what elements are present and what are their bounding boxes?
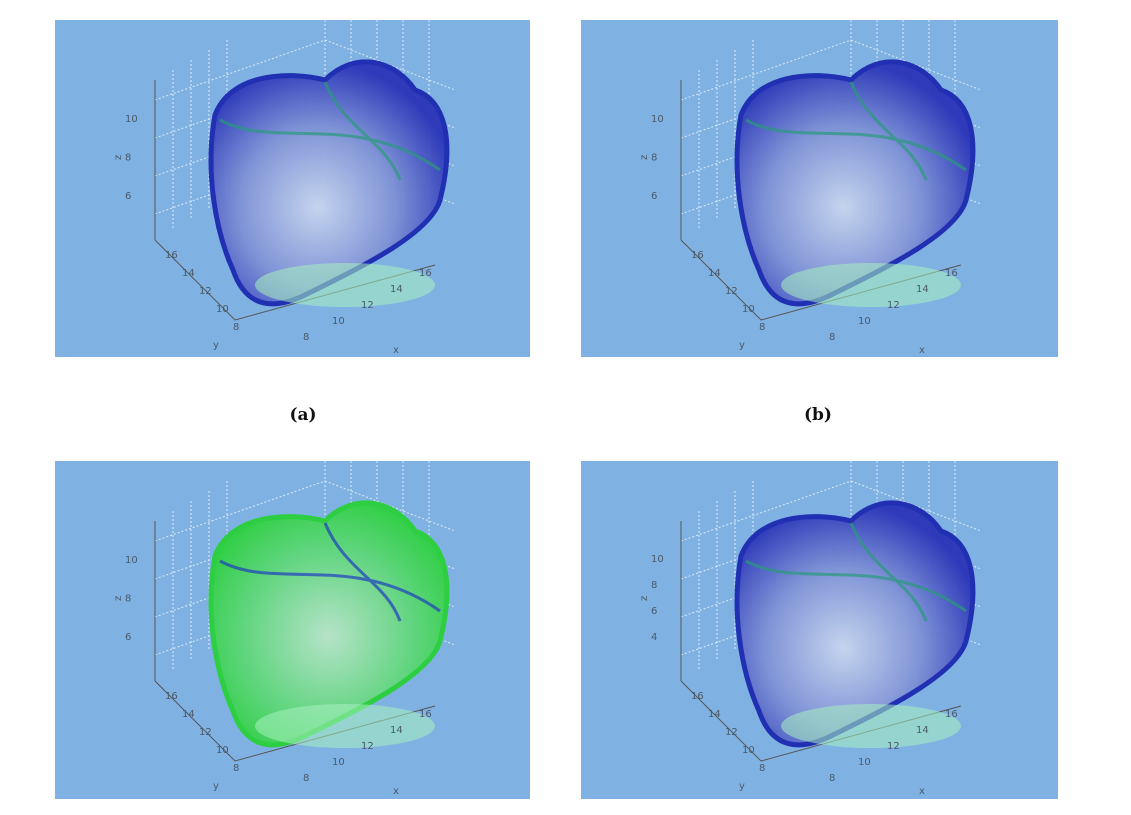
panel: 6 8 10 8 10 12 14 16 8 10 12 14 16 z y x: [55, 461, 530, 799]
y-tick-label: 10: [216, 304, 229, 315]
z-tick-label: 6: [125, 632, 131, 643]
panel: 6 8 10 8 10 12 14 16 8 10 12 14 16 z y x: [55, 20, 530, 357]
x-tick-label: 8: [829, 773, 835, 784]
z-tick-label: 4: [651, 632, 657, 643]
y-tick-label: 12: [725, 286, 738, 297]
x-tick-label: 14: [916, 284, 929, 295]
point-cloud-ridge: [219, 81, 441, 181]
z-axis-label: z: [639, 155, 650, 160]
point-cloud-base: [781, 263, 961, 307]
z-tick-label: 10: [125, 114, 138, 125]
z-axis-label: z: [113, 596, 124, 601]
y-axis-label: y: [213, 340, 219, 351]
x-tick-label: 8: [303, 332, 309, 343]
caption: (a): [289, 405, 316, 425]
y-tick-label: 16: [165, 250, 178, 261]
x-tick-label: 12: [361, 300, 374, 311]
y-tick-label: 12: [199, 286, 212, 297]
point-cloud: [734, 500, 976, 748]
z-tick-label: 8: [651, 153, 657, 164]
x-axis-label: x: [919, 345, 925, 356]
z-axis-label: z: [639, 596, 650, 601]
y-tick-label: 8: [233, 322, 239, 333]
y-tick-label: 8: [233, 763, 239, 774]
x-tick-label: 16: [419, 268, 432, 279]
y-tick-label: 14: [182, 709, 195, 720]
x-tick-label: 12: [361, 741, 374, 752]
point-cloud: [734, 59, 976, 307]
z-tick-label: 8: [651, 580, 657, 591]
y-tick-label: 14: [708, 268, 721, 279]
point-cloud: [208, 59, 450, 307]
z-axis-label: z: [113, 155, 124, 160]
z-tick-label: 8: [125, 153, 131, 164]
x-tick-label: 16: [419, 709, 432, 720]
point-cloud: [208, 500, 450, 748]
point-cloud-ridge: [745, 522, 967, 622]
y-tick-label: 16: [691, 250, 704, 261]
x-tick-label: 16: [945, 709, 958, 720]
z-tick-label: 10: [651, 114, 664, 125]
panel: 4 6 8 10 8 10 12 14 16 8 10 12 14 16 z y x: [581, 461, 1058, 799]
x-tick-label: 8: [829, 332, 835, 343]
x-axis-label: x: [393, 345, 399, 356]
x-tick-label: 10: [858, 757, 871, 768]
x-tick-label: 14: [390, 284, 403, 295]
x-tick-label: 12: [887, 300, 900, 311]
x-tick-label: 14: [390, 725, 403, 736]
y-tick-label: 10: [742, 304, 755, 315]
point-cloud-base: [255, 704, 435, 748]
y-tick-label: 12: [725, 727, 738, 738]
y-axis-label: y: [739, 781, 745, 792]
x-tick-label: 12: [887, 741, 900, 752]
z-tick-label: 10: [125, 555, 138, 566]
x-tick-label: 14: [916, 725, 929, 736]
y-tick-label: 14: [182, 268, 195, 279]
y-tick-label: 8: [759, 322, 765, 333]
y-tick-label: 8: [759, 763, 765, 774]
y-tick-label: 14: [708, 709, 721, 720]
x-tick-label: 10: [332, 757, 345, 768]
y-tick-label: 16: [691, 691, 704, 702]
z-tick-label: 6: [651, 191, 657, 202]
point-cloud-ridge: [219, 522, 441, 622]
z-tick-label: 8: [125, 594, 131, 605]
x-tick-label: 10: [332, 316, 345, 327]
point-cloud-base: [255, 263, 435, 307]
x-tick-label: 10: [858, 316, 871, 327]
z-tick-label: 10: [651, 554, 664, 565]
y-axis-label: y: [213, 781, 219, 792]
y-tick-label: 12: [199, 727, 212, 738]
y-tick-label: 10: [216, 745, 229, 756]
y-tick-label: 16: [165, 691, 178, 702]
z-tick-label: 6: [125, 191, 131, 202]
y-axis-label: y: [739, 340, 745, 351]
x-tick-label: 8: [303, 773, 309, 784]
panel: 6 8 10 8 10 12 14 16 8 10 12 14 16 z y x: [581, 20, 1058, 357]
z-tick-label: 6: [651, 606, 657, 617]
x-axis-label: x: [919, 786, 925, 797]
point-cloud-ridge: [745, 81, 967, 181]
x-tick-label: 16: [945, 268, 958, 279]
point-cloud-base: [781, 704, 961, 748]
x-axis-label: x: [393, 786, 399, 797]
y-tick-label: 10: [742, 745, 755, 756]
caption: (b): [804, 405, 832, 425]
